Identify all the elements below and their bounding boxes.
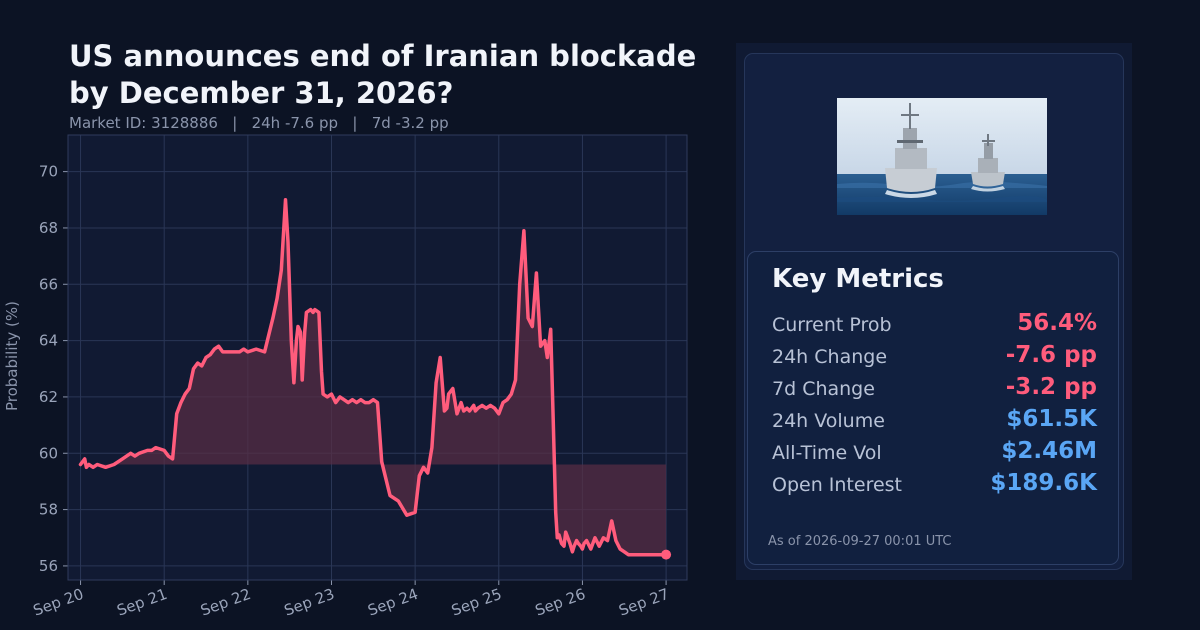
plot-frame xyxy=(67,134,688,581)
metric-label: 24h Change xyxy=(772,346,888,368)
warships-photo xyxy=(837,98,1047,215)
metric-row-open-interest: Open Interest $189.6K xyxy=(772,470,1097,500)
y-axis-label: Probability (%) xyxy=(3,300,21,412)
title-line-2: by December 31, 2026? xyxy=(69,76,454,110)
y-tick-label: 56 xyxy=(39,557,58,575)
metric-row-24h-volume: 24h Volume $61.5K xyxy=(772,406,1097,436)
title-line-1: US announces end of Iranian blockade xyxy=(69,39,697,73)
y-tick-label: 64 xyxy=(39,332,58,350)
x-tick-label: Sep 22 xyxy=(198,585,253,620)
y-tick-label: 70 xyxy=(39,163,58,181)
key-metrics-title: Key Metrics xyxy=(772,264,944,294)
metric-row-24h-change: 24h Change -7.6 pp xyxy=(772,342,1097,372)
x-tick-label: Sep 24 xyxy=(365,585,420,620)
y-tick-label: 60 xyxy=(39,444,58,462)
current-value-marker xyxy=(661,549,672,560)
metric-label: All-Time Vol xyxy=(772,442,882,464)
metric-row-current-prob: Current Prob 56.4% xyxy=(772,310,1097,340)
x-tick-label: Sep 21 xyxy=(114,585,169,620)
y-tick-label: 58 xyxy=(39,501,58,519)
x-tick-label: Sep 20 xyxy=(31,585,86,620)
x-tick-label: Sep 25 xyxy=(449,585,504,620)
side-panel-card: Key Metrics Current Prob 56.4% 24h Chang… xyxy=(744,53,1124,570)
page-title: US announces end of Iranian blockade by … xyxy=(69,38,769,112)
metric-row-all-time-vol: All-Time Vol $2.46M xyxy=(772,438,1097,468)
market-subtitle: Market ID: 3128886 | 24h -7.6 pp | 7d -3… xyxy=(69,114,449,132)
metric-value: -3.2 pp xyxy=(1005,374,1097,400)
metric-label: 7d Change xyxy=(772,378,875,400)
x-tick-label: Sep 23 xyxy=(282,585,337,620)
y-tick-labels: 56 58 60 62 64 66 68 70 xyxy=(39,163,68,575)
metric-row-7d-change: 7d Change -3.2 pp xyxy=(772,374,1097,404)
y-tick-label: 66 xyxy=(39,275,58,293)
x-tick-label: Sep 26 xyxy=(533,585,588,620)
grid-lines xyxy=(68,135,687,580)
metric-value: $61.5K xyxy=(1006,406,1097,432)
metric-value: $2.46M xyxy=(1001,438,1097,464)
as-of-timestamp: As of 2026-09-27 00:01 UTC xyxy=(768,534,952,549)
metric-value: 56.4% xyxy=(1017,310,1097,336)
key-metrics-card: Key Metrics Current Prob 56.4% 24h Chang… xyxy=(747,251,1119,565)
metric-label: Current Prob xyxy=(772,314,892,336)
metric-label: 24h Volume xyxy=(772,410,885,432)
y-tick-label: 68 xyxy=(39,219,58,237)
metric-label: Open Interest xyxy=(772,474,903,496)
x-tick-labels: Sep 20 Sep 21 Sep 22 Sep 23 Sep 24 Sep 25 Sep … xyxy=(31,580,671,620)
x-tick-label: Sep 27 xyxy=(616,585,671,620)
probability-line xyxy=(78,198,668,557)
side-panel: Key Metrics Current Prob 56.4% 24h Chang… xyxy=(736,43,1132,580)
y-tick-label: 62 xyxy=(39,388,58,406)
metric-value: $189.6K xyxy=(990,470,1097,496)
metric-value: -7.6 pp xyxy=(1005,342,1097,368)
